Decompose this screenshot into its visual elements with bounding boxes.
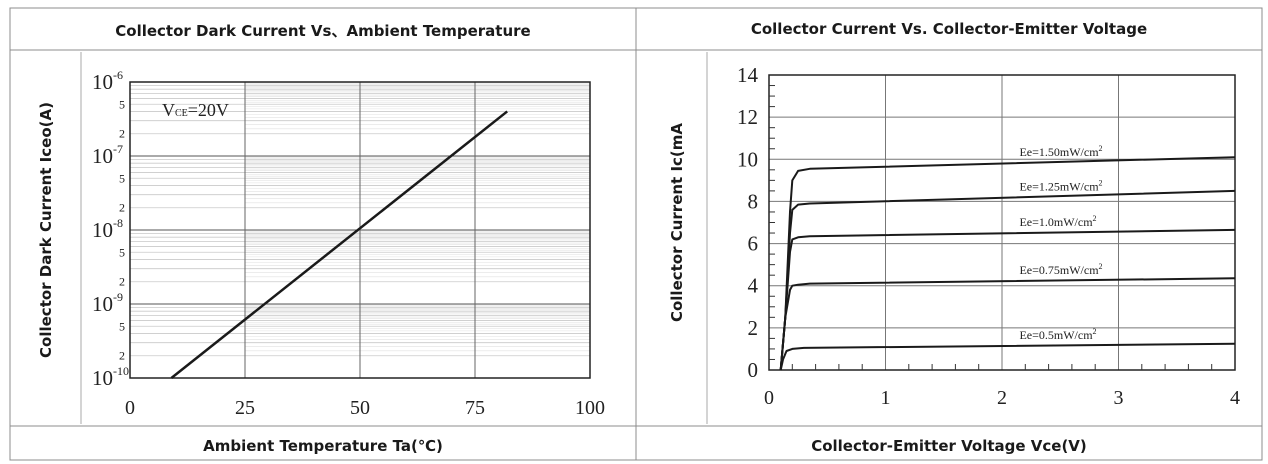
vce-annotation: VCE=20V [162,100,229,120]
series-line-4 [779,277,1236,371]
y-tick-label: 10-8 [92,216,123,242]
right-chart-title: Collector Current Vs. Collector-Emitter … [750,20,1148,38]
series-line-5 [779,342,1236,371]
y-tick-label: 12 [737,105,758,129]
y-tick-label: 10-9 [92,290,123,316]
x-tick-label: 50 [350,397,370,419]
series-label-5: Ee=0.5mW/cm2 [1019,327,1096,342]
y-tick-label: 8 [748,189,759,213]
y-tick-label: 10-6 [92,68,123,94]
y-tick-label: 10 [737,147,758,171]
y-axis-label: Collector Dark Current Iceo(A) [37,102,55,358]
x-tick-label: 2 [997,387,1007,409]
dark-current-chart: Collector Dark Current Iceo(A) 10-6 10-7 10… [37,52,605,424]
y-minor-tick-label: 5 [119,319,125,333]
x-tick-label: 3 [1114,387,1124,409]
y-tick-label: 4 [748,274,759,298]
x-tick-label: 100 [575,397,605,419]
x-tick-label: 25 [235,397,255,419]
series-line-1 [779,156,1236,371]
y-minor-tick-label: 2 [119,349,125,363]
x-tick-label: 4 [1230,387,1240,409]
left-chart-title: Collector Dark Current Vs、Ambient Temper… [115,22,531,40]
y-minor-tick-label: 5 [119,171,125,185]
x-tick-label: 75 [465,397,485,419]
right-x-axis-label: Collector-Emitter Voltage Vce(V) [811,437,1087,455]
left-x-axis-label: Ambient Temperature Ta(℃) [203,437,443,455]
series-label-4: Ee=0.75mW/cm2 [1019,262,1102,277]
y-tick-label: 0 [748,358,759,382]
x-tick-label: 0 [764,387,774,409]
y-tick-label: 10-7 [92,142,123,168]
series-label-3: Ee=1.0mW/cm2 [1019,214,1096,229]
y-minor-tick-label: 2 [119,275,125,289]
x-tick-label: 0 [125,397,135,419]
y-axis-label: Collector Current Ic(mA [668,123,686,322]
y-tick-label: 6 [748,232,759,256]
plot-frame [129,81,591,379]
y-minor-tick-label: 2 [119,127,125,141]
y-minor-tick-label: 2 [119,201,125,215]
dark-current-line [170,110,508,379]
x-tick-label: 1 [881,387,891,409]
series-label-2: Ee=1.25mW/cm2 [1019,178,1102,193]
y-tick-label: 10-10 [92,364,129,390]
y-tick-label: 14 [737,63,759,87]
y-minor-tick-label: 5 [119,97,125,111]
y-tick-label: 2 [748,316,759,340]
y-minor-tick-label: 5 [119,245,125,259]
series-label-1: Ee=1.50mW/cm2 [1019,144,1102,159]
series-line-3 [779,228,1236,371]
